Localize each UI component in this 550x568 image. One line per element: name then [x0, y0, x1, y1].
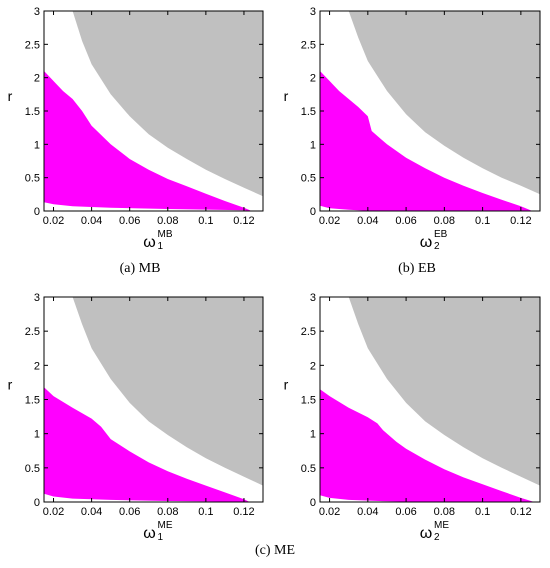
x-tick-label: 0.08 [157, 506, 178, 518]
x-axis-label-sub: 1 [158, 241, 164, 252]
x-axis-label-sub: 2 [434, 532, 440, 543]
caption-b: (b) EB [398, 261, 436, 276]
x-tick-label: 0.06 [119, 215, 140, 227]
x-axis-label-sup: ME [434, 520, 449, 531]
y-axis-label: r [284, 376, 289, 392]
stable-region [44, 387, 250, 502]
x-tick-label: 0.08 [157, 215, 178, 227]
x-tick-label: 0.06 [395, 506, 416, 518]
y-tick-label: 2 [34, 73, 40, 85]
x-axis-label-sup: MB [158, 229, 173, 240]
x-axis-label: ω [420, 525, 433, 542]
x-tick-label: 0.04 [357, 506, 378, 518]
x-tick-label: 0.02 [43, 506, 64, 518]
y-tick-label: 2.5 [25, 326, 40, 338]
y-tick-label: 1.5 [301, 395, 316, 407]
x-tick-label: 0.02 [319, 215, 340, 227]
y-tick-label: 1.5 [25, 106, 40, 118]
y-tick-label: 1 [34, 139, 40, 151]
y-axis-label: r [8, 376, 13, 392]
x-tick-label: 0.1 [475, 506, 490, 518]
y-axis-label: r [8, 88, 13, 104]
x-tick-label: 0.02 [43, 215, 64, 227]
caption-c: (c) ME [255, 543, 295, 558]
x-axis-label: ω [143, 234, 156, 251]
y-tick-label: 1 [310, 429, 316, 441]
x-tick-label: 0.1 [475, 215, 490, 227]
panel-3: 0.02 0.04 0.06 0.08 0.1 0.12 0 0.5 1 1.5 2 2.5 3 r ω ME… [8, 292, 264, 543]
y-tick-label: 0.5 [25, 173, 40, 185]
y-tick-label: 1.5 [301, 106, 316, 118]
y-tick-label: 1 [34, 429, 40, 441]
x-axis-label-sub: 1 [158, 532, 164, 543]
chaotic-region [348, 297, 540, 486]
x-tick-label: 0.04 [81, 215, 102, 227]
x-axis-label: ω [420, 234, 433, 251]
y-tick-label: 1 [310, 139, 316, 151]
caption-a: (a) MB [120, 261, 161, 276]
x-tick-label: 0.06 [395, 215, 416, 227]
chaotic-region [72, 11, 263, 197]
x-tick-label: 0.12 [510, 506, 531, 518]
x-tick-label: 0.08 [434, 215, 455, 227]
x-axis-label: ω [143, 525, 156, 542]
y-tick-label: 2 [310, 73, 316, 85]
x-tick-label: 0.04 [357, 215, 378, 227]
x-axis-label-sup: EB [434, 229, 448, 240]
x-axis-label-sup: ME [158, 520, 173, 531]
y-tick-label: 3 [34, 292, 40, 304]
y-tick-label: 1.5 [25, 395, 40, 407]
chaotic-region [72, 297, 263, 486]
x-tick-label: 0.1 [198, 215, 213, 227]
panel-1: 0.02 0.04 0.06 0.08 0.1 0.12 0 0.5 1 1.5 2 2.5 3 r ω MB… [8, 6, 264, 252]
y-tick-label: 0 [34, 497, 40, 509]
y-tick-label: 2.5 [301, 39, 316, 51]
y-tick-label: 2 [34, 360, 40, 372]
x-tick-label: 0.1 [198, 506, 213, 518]
y-tick-label: 2.5 [301, 326, 316, 338]
y-tick-label: 3 [310, 6, 316, 18]
y-tick-label: 0 [34, 206, 40, 218]
y-axis-label: r [284, 88, 289, 104]
x-tick-label: 0.02 [319, 506, 340, 518]
x-tick-label: 0.12 [510, 215, 531, 227]
y-tick-label: 3 [34, 6, 40, 18]
x-tick-label: 0.04 [81, 506, 102, 518]
chaotic-region [348, 11, 540, 195]
stable-region [44, 71, 252, 211]
x-tick-label: 0.06 [119, 506, 140, 518]
x-tick-label: 0.12 [233, 215, 254, 227]
y-tick-label: 0.5 [25, 463, 40, 475]
y-tick-label: 2 [310, 360, 316, 372]
panel-4: 0.02 0.04 0.06 0.08 0.1 0.12 0 0.5 1 1.5 2 2.5 3 r ω ME… [284, 292, 541, 543]
x-axis-label-sub: 2 [434, 241, 440, 252]
y-tick-label: 3 [310, 292, 316, 304]
x-tick-label: 0.08 [434, 506, 455, 518]
y-tick-label: 0 [310, 497, 316, 509]
stable-region [320, 389, 535, 502]
y-tick-label: 0.5 [301, 173, 316, 185]
y-tick-label: 0 [310, 206, 316, 218]
y-tick-label: 2.5 [25, 39, 40, 51]
stable-region [320, 71, 533, 211]
x-tick-label: 0.12 [233, 506, 254, 518]
panel-2: 0.02 0.04 0.06 0.08 0.1 0.12 0 0.5 1 1.5 2 2.5 3 r ω EB… [284, 6, 541, 252]
y-tick-label: 0.5 [301, 463, 316, 475]
